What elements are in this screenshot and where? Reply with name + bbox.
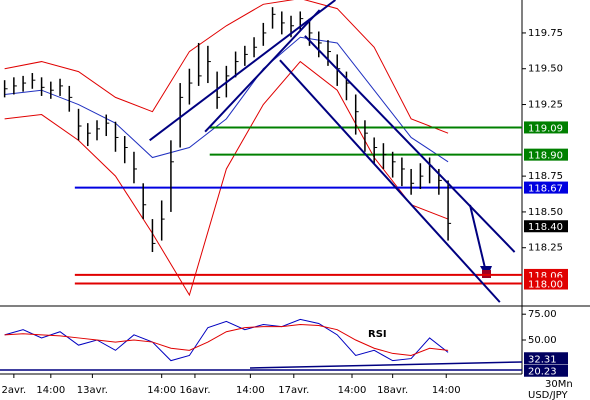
rsi-trend-line [249,361,523,369]
level-box [524,277,568,290]
last-price-label: 118.40 [528,222,563,233]
interval-label: 30Mn [545,379,573,390]
x-tick-label: 14:00 [236,385,265,396]
symbol-label: USD/JPY [528,390,568,400]
x-tick-label: 14:00 [338,385,367,396]
rsi-line [4,324,449,356]
level-label: 119.09 [528,123,563,134]
x-tick-label: 13avr. [77,385,108,396]
trend-line [304,35,516,253]
y-tick-label: 50.00 [528,335,557,346]
x-tick-label: 14:00 [147,385,176,396]
y-tick-label: 118.50 [528,207,563,218]
level-label: 118.67 [528,184,563,195]
level-box [524,148,568,161]
x-tick-label: 14:00 [432,385,461,396]
y-tick-label: 119.50 [528,64,563,75]
y-tick-label: 119.75 [528,28,563,39]
y-tick-label: 75.00 [528,309,557,320]
level-box [524,181,568,194]
level-label: 20.23 [528,367,557,378]
x-tick-label: 14:00 [36,385,65,396]
y-tick-label: 118.75 [528,171,563,182]
trend-line [204,9,321,133]
level-label: 118.00 [528,280,563,291]
overlay-line [4,0,449,134]
level-box [524,121,568,134]
rsi-title: RSI [368,329,387,340]
y-tick-label: 118.25 [528,243,563,254]
overlay-line [4,36,449,163]
level-box [524,364,568,377]
x-tick-label: 16avr. [179,385,210,396]
x-tick-label: 18avr. [377,385,408,396]
trend-line [149,0,336,142]
arrow [469,204,486,269]
level-label: 118.06 [528,271,563,282]
rsi-line [4,318,449,362]
level-box [524,352,568,365]
x-tick-label: 17avr. [278,385,309,396]
level-label: 118.90 [528,151,563,162]
last-price-box [524,220,568,233]
trend-line [279,59,501,303]
y-tick-label: 119.25 [528,100,563,111]
x-tick-label: 2avr. [1,385,26,396]
level-label: 32.31 [528,354,557,365]
